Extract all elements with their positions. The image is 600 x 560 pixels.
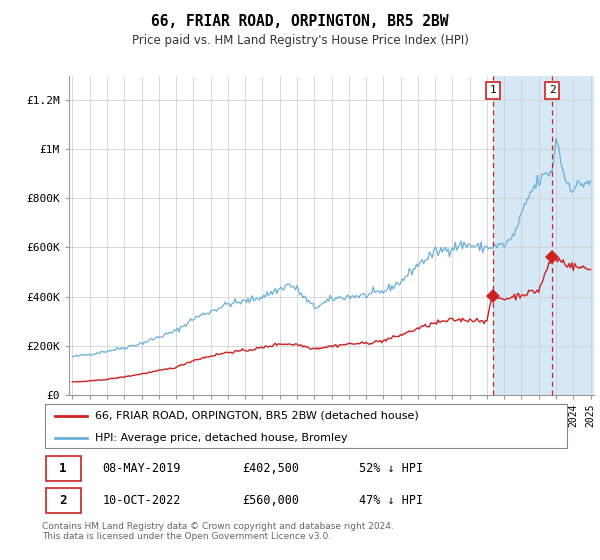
FancyBboxPatch shape — [46, 488, 80, 514]
Text: 08-MAY-2019: 08-MAY-2019 — [103, 462, 181, 475]
Text: 66, FRIAR ROAD, ORPINGTON, BR5 2BW: 66, FRIAR ROAD, ORPINGTON, BR5 2BW — [151, 14, 449, 29]
Text: 2: 2 — [549, 85, 556, 95]
Text: 2: 2 — [59, 494, 67, 507]
Text: £560,000: £560,000 — [242, 494, 299, 507]
Text: 1: 1 — [490, 85, 496, 95]
Text: 1: 1 — [59, 462, 67, 475]
Text: Contains HM Land Registry data © Crown copyright and database right 2024.
This d: Contains HM Land Registry data © Crown c… — [42, 522, 394, 542]
Text: 52% ↓ HPI: 52% ↓ HPI — [359, 462, 423, 475]
Bar — [493, 76, 596, 395]
Text: £402,500: £402,500 — [242, 462, 299, 475]
FancyBboxPatch shape — [46, 455, 80, 481]
Text: 10-OCT-2022: 10-OCT-2022 — [103, 494, 181, 507]
Text: 66, FRIAR ROAD, ORPINGTON, BR5 2BW (detached house): 66, FRIAR ROAD, ORPINGTON, BR5 2BW (deta… — [95, 410, 419, 421]
Text: HPI: Average price, detached house, Bromley: HPI: Average price, detached house, Brom… — [95, 433, 347, 442]
Text: 47% ↓ HPI: 47% ↓ HPI — [359, 494, 423, 507]
Text: Price paid vs. HM Land Registry's House Price Index (HPI): Price paid vs. HM Land Registry's House … — [131, 34, 469, 46]
FancyBboxPatch shape — [44, 404, 568, 448]
